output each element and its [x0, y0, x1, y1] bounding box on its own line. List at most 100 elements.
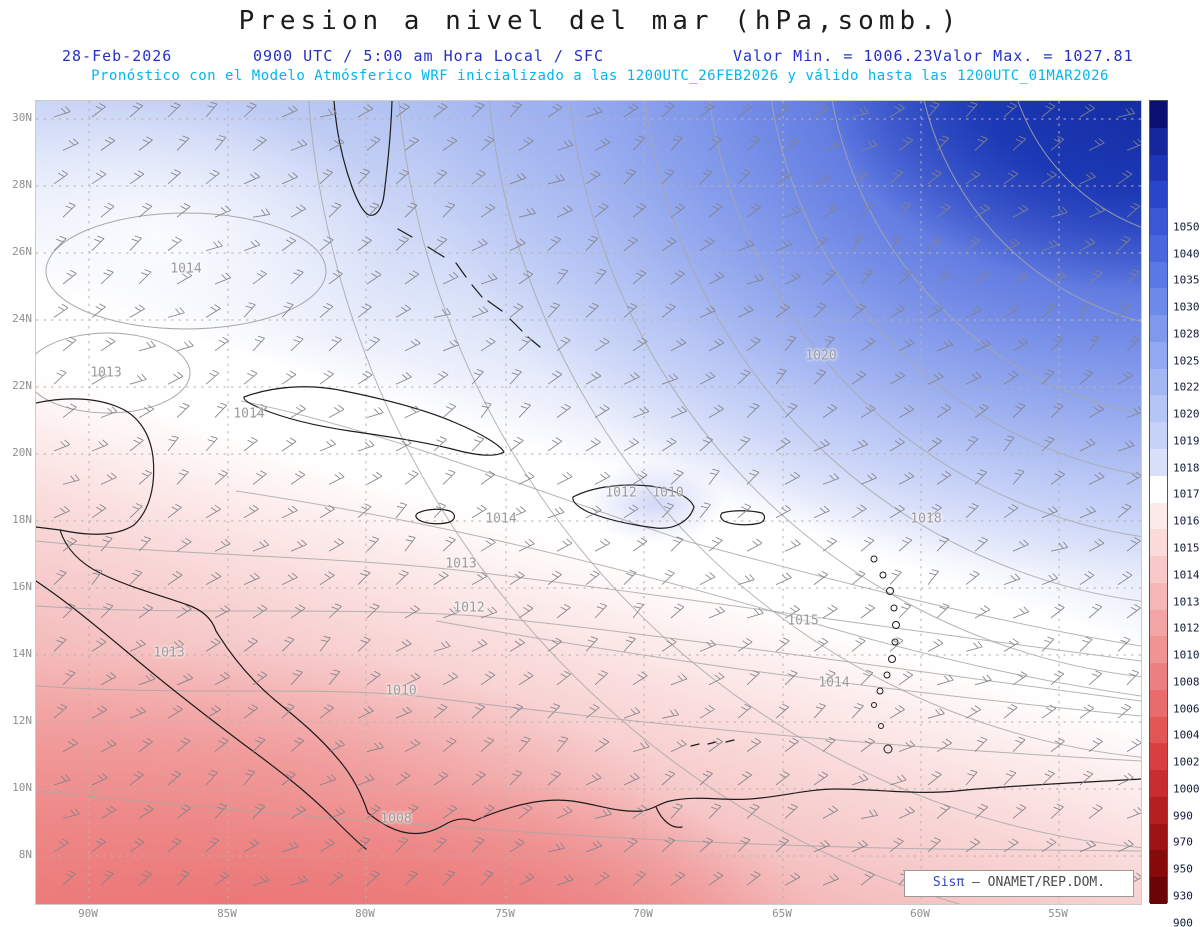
- lon-label: 60W: [910, 907, 930, 920]
- lat-label: 22N: [12, 379, 32, 392]
- isobar-label: 1014: [233, 406, 265, 422]
- coastlines-layer: [36, 101, 1141, 850]
- bahamas-coastline: [397, 228, 541, 348]
- antilles-island: [883, 671, 891, 679]
- colorbar: 1050 1040 1035 1030 1028 1025 1022 1020 1019 1018…: [1149, 100, 1200, 927]
- colorbar-cell: [1150, 234, 1167, 262]
- colorbar-cell: [1150, 475, 1167, 503]
- isobar-label: 1008: [380, 811, 412, 827]
- lon-label: 80W: [355, 907, 375, 920]
- colorbar-cell: [1150, 850, 1167, 878]
- lon-label: 75W: [495, 907, 515, 920]
- colorbar-cell: [1150, 422, 1167, 449]
- isobar-label: 1012: [605, 485, 637, 501]
- maracaibo-coastline: [655, 806, 683, 828]
- isobar-label: 1014: [818, 675, 850, 691]
- antilles-island: [890, 604, 898, 612]
- antilles-island: [891, 638, 899, 646]
- lat-label: 12N: [12, 714, 32, 727]
- colorbar-tick-label: 1018: [1173, 461, 1200, 475]
- colorbar-cell: [1150, 315, 1167, 342]
- puerto-rico-coastline: [720, 510, 766, 526]
- colorbar-tick-label: 1035: [1173, 273, 1200, 287]
- colorbar-cell: [1150, 395, 1167, 423]
- antilles-island: [888, 655, 896, 663]
- colorbar-tick-label: 1013: [1173, 595, 1200, 608]
- isobar-label: 1015: [787, 613, 819, 629]
- pressure-map[interactable]: 1014 1013 1014 1020 1012 1010 1018 1014 1013 1012…: [35, 100, 1142, 905]
- trinidad-island: [883, 744, 893, 754]
- lon-label: 90W: [78, 907, 98, 920]
- lat-label: 18N: [12, 513, 32, 526]
- colorbar-tick-label: 970: [1173, 835, 1193, 849]
- colorbar-cell: [1150, 101, 1167, 128]
- colorbar-tick-label: 1030: [1173, 300, 1200, 314]
- colorbar-cell: [1150, 341, 1167, 369]
- lon-label: 55W: [1048, 907, 1068, 920]
- colorbar-tick-label: 1020: [1173, 407, 1200, 421]
- panama-coastline: [367, 812, 475, 835]
- colorbar-tick-label: 900: [1173, 916, 1193, 927]
- colorbar-tick-label: 1016: [1173, 514, 1200, 528]
- colorbar-cell: [1150, 208, 1167, 235]
- isobar-label: 1013: [445, 556, 477, 572]
- colorbar-cell: [1150, 288, 1167, 316]
- model-info-line: Pronóstico con el Modelo Atmósferico WRF…: [91, 68, 1109, 84]
- colorbar-tick-label: 1002: [1173, 755, 1200, 769]
- colorbar-tick-label: 1008: [1173, 675, 1200, 689]
- colorbar-cell: [1150, 448, 1167, 476]
- lon-label: 65W: [772, 907, 792, 920]
- colorbar-tick-label: 1015: [1173, 541, 1200, 555]
- colorbar-tick-label: 1014: [1173, 568, 1200, 582]
- antilles-island: [892, 621, 900, 629]
- lat-label: 10N: [12, 781, 32, 794]
- colorbar-cell: [1150, 663, 1167, 690]
- colorbar-tick-label: 1028: [1173, 327, 1200, 341]
- colorbar-cell: [1150, 529, 1167, 557]
- attribution-box: Sisπ – ONAMET/REP.DOM.: [904, 870, 1134, 897]
- colorbar-cell: [1150, 716, 1167, 744]
- colorbar-cell: [1150, 127, 1167, 155]
- colorbar-tick-label: 1040: [1173, 247, 1200, 261]
- lat-label: 26N: [12, 245, 32, 258]
- lat-label: 30N: [12, 111, 32, 124]
- colorbar-cell: [1150, 689, 1167, 717]
- abc-islands: [690, 739, 735, 747]
- hispaniola-coastline: [572, 484, 695, 529]
- antilles-island: [879, 571, 887, 579]
- colorbar-tick-label: 1050: [1173, 220, 1200, 234]
- antilles-island: [878, 723, 884, 729]
- wind-barbs-layer: [53, 101, 1141, 886]
- colorbar-cell: [1150, 636, 1167, 664]
- cuba-coastline: [243, 386, 505, 456]
- page-title: Presion a nivel del mar (hPa,somb.): [238, 6, 962, 36]
- colorbar-tick-label: 1012: [1173, 621, 1200, 635]
- colorbar-cell: [1150, 770, 1167, 797]
- antilles-island: [870, 555, 878, 563]
- map-overlay: [36, 101, 1141, 904]
- central-america-pacific-coastline: [36, 580, 367, 850]
- central-america-caribbean-coastline: [59, 529, 369, 814]
- attribution-brand: Sisπ: [932, 875, 965, 890]
- colorbar-tick-label: 990: [1173, 809, 1193, 823]
- colorbar-tick-label: 1019: [1173, 434, 1200, 448]
- colorbar-tick-label: 1025: [1173, 354, 1200, 368]
- south-america-coastline: [473, 778, 1141, 822]
- lat-label: 24N: [12, 312, 32, 325]
- colorbar-cell: [1150, 502, 1167, 530]
- colorbar-tick-label: 1022: [1173, 380, 1200, 394]
- isobar-label: 1012: [453, 600, 485, 616]
- colorbar-tick-label: 1017: [1173, 487, 1200, 501]
- attribution-text: – ONAMET/REP.DOM.: [972, 875, 1106, 890]
- colorbar-tick-label: 1004: [1173, 728, 1200, 742]
- max-value-label: Valor Max. = 1027.81: [933, 47, 1134, 65]
- isobar-label: 1018: [910, 511, 942, 527]
- lat-label: 14N: [12, 647, 32, 660]
- forecast-date: 28-Feb-2026: [62, 47, 173, 65]
- antilles-island: [886, 587, 894, 595]
- isobar-label: 1014: [170, 261, 202, 277]
- colorbar-tick-label: 950: [1173, 862, 1193, 876]
- colorbar-cells: [1149, 100, 1168, 904]
- min-value-label: Valor Min. = 1006.23: [733, 47, 934, 65]
